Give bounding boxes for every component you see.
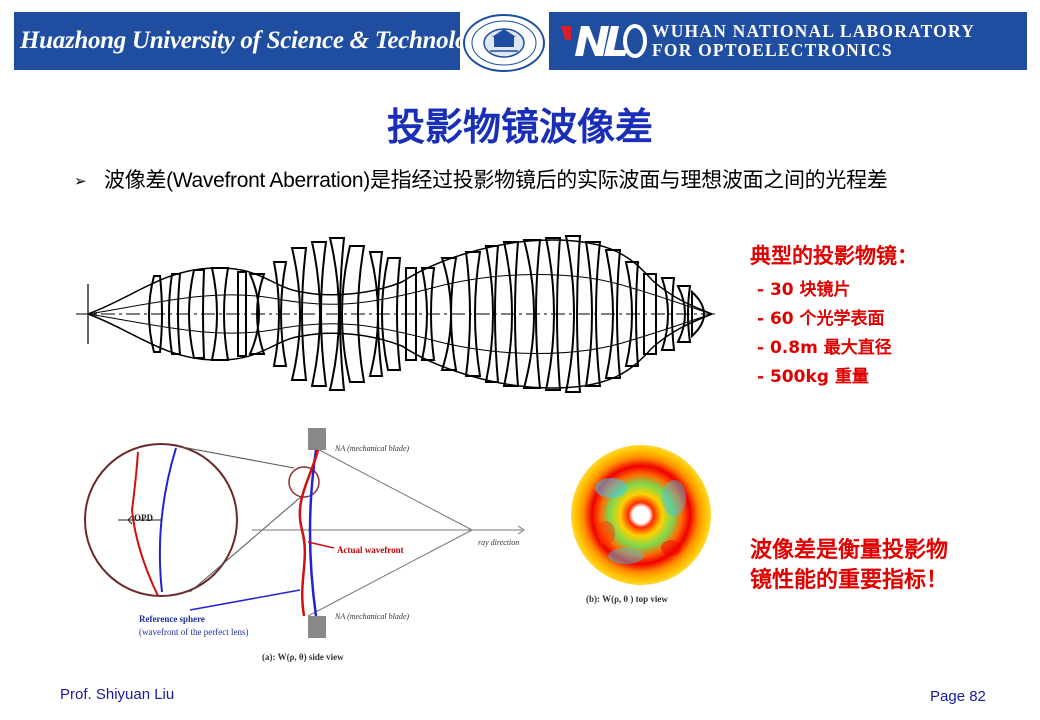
side-view-caption: (a): W(ρ, θ) side view xyxy=(262,652,344,662)
projection-lens-diagram xyxy=(76,235,716,393)
author-footer: Prof. Shiyuan Liu xyxy=(60,686,175,703)
university-banner: Huazhong University of Science & Technol… xyxy=(14,12,491,70)
page-number: Page 82 xyxy=(930,688,986,705)
university-seal-icon xyxy=(463,14,545,72)
slide-title: 投影物镜波像差 xyxy=(386,105,653,149)
arrow-bullet-icon: ➢ xyxy=(74,172,87,190)
ray-direction-label: ray direction xyxy=(478,538,520,547)
lens-info-title: 典型的投影物镜： xyxy=(750,244,918,268)
wavefront-top-view-map xyxy=(571,445,711,585)
na-bottom-label: NA (mechanical blade) xyxy=(335,612,410,621)
top-view-caption: (b): W(ρ, θ ) top view xyxy=(586,594,668,604)
lens-info-item: - 30 块镜片 xyxy=(757,280,851,300)
reference-sphere-note: (wavefront of the perfect lens) xyxy=(139,627,249,637)
lab-name-line1: WUHAN NATIONAL LABORATORY xyxy=(652,21,976,41)
wavefront-side-view-figure xyxy=(84,428,525,638)
lab-name-line2: FOR OPTOELECTRONICS xyxy=(652,40,893,60)
conclusion-line: 镜性能的重要指标！ xyxy=(750,568,949,593)
definition-text: 波像差(Wavefront Aberration)是指经过投影物镜后的实际波面与… xyxy=(104,169,888,192)
conclusion-text: 波像差是衡量投影物 镜性能的重要指标！ xyxy=(750,536,948,596)
lens-info-item: - 0.8m 最大直径 xyxy=(757,338,892,358)
lens-info-item: - 60 个光学表面 xyxy=(757,309,885,329)
actual-wavefront-label: Actual wavefront xyxy=(337,545,404,555)
lab-name: WUHAN NATIONAL LABORATORY FOR OPTOELECTR… xyxy=(652,22,975,60)
opd-label: OPD xyxy=(134,513,153,523)
lens-info-item: - 500kg 重量 xyxy=(757,367,869,387)
conclusion-line: 波像差是衡量投影物 xyxy=(750,538,949,563)
na-top-label: NA (mechanical blade) xyxy=(335,444,410,453)
lab-banner: WUHAN NATIONAL LABORATORY FOR OPTOELECTR… xyxy=(549,12,1027,70)
wnlo-logo-icon xyxy=(557,20,647,62)
university-name: Huazhong University of Science & Technol… xyxy=(20,27,491,54)
lens-info-list: - 30 块镜片 - 60 个光学表面 - 0.8m 最大直径 - 500kg … xyxy=(757,276,892,392)
reference-sphere-label: Reference sphere xyxy=(139,614,205,624)
